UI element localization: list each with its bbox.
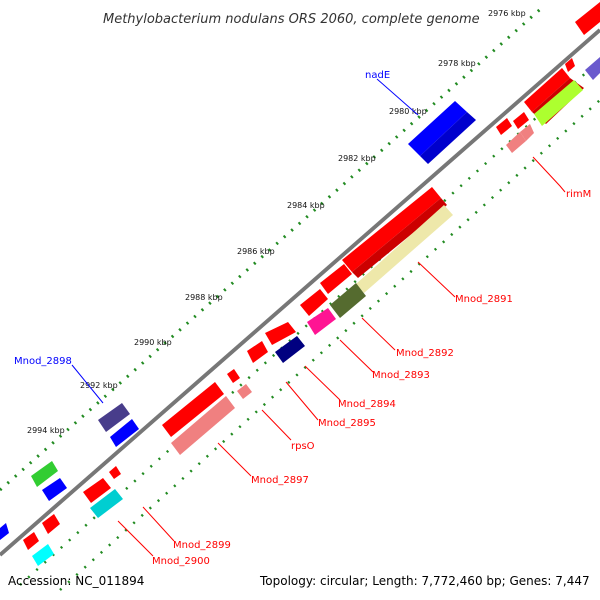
accession-text: Accession: NC_011894 — [8, 574, 145, 588]
gene-feature-mnod2897 — [162, 382, 224, 437]
leader-mnod2898 — [71, 364, 104, 404]
gene-feature — [524, 68, 570, 112]
leader-nadE — [376, 78, 419, 116]
gene-label-rpsO: rpsO — [291, 441, 315, 452]
gene-feature — [32, 544, 54, 566]
inner-dotted-line-2 — [59, 99, 600, 591]
tick-label-2988: 2988 kbp — [185, 293, 223, 302]
gene-feature — [575, 2, 600, 35]
gene-feature-mnod2892 — [330, 283, 366, 318]
tick-label-2990: 2990 kbp — [134, 338, 172, 347]
gene-label-nadE: nadE — [365, 70, 390, 81]
gene-feature — [31, 461, 58, 487]
gene-feature-mnod2899 — [83, 478, 111, 503]
tick-label-2992: 2992 kbp — [80, 381, 118, 390]
gene-label-mnod2893: Mnod_2893 — [372, 370, 430, 381]
gene-feature — [565, 58, 575, 72]
gene-feature-mnod2894 — [265, 322, 296, 345]
leader-rpsO — [261, 409, 292, 441]
gene-feature — [356, 205, 453, 293]
inner-tick-tracks — [19, 59, 600, 591]
outer-dotted-line — [0, 3, 546, 492]
gene-feature-mnod2895 — [275, 336, 305, 363]
gene-feature — [23, 532, 39, 550]
tick-label-2986: 2986 kbp — [237, 247, 275, 256]
tick-label-2980: 2980 kbp — [389, 107, 427, 116]
gene-label-rimM: rimM — [566, 189, 591, 200]
backbone-line-outer — [0, 28, 600, 557]
tick-labels: 2976 kbp 2978 kbp 2980 kbp 2982 kbp 2984… — [27, 9, 526, 435]
map-title: Methylobacterium nodulans ORS 2060, comp… — [103, 12, 480, 27]
leader-mnod2895 — [285, 381, 319, 421]
gene-feature-nadE — [408, 101, 467, 156]
gene-features — [0, 2, 600, 566]
gene-feature — [506, 132, 526, 153]
leader-lines — [71, 78, 566, 557]
gene-feature — [171, 396, 235, 455]
gene-feature-rpsO — [227, 369, 240, 383]
gene-feature-mnod2898 — [98, 403, 130, 432]
tick-label-2978: 2978 kbp — [438, 59, 476, 68]
backbone-highlight — [0, 32, 600, 559]
gene-labels: nadE rimM Mnod_2891 Mnod_2892 Mnod_2893 … — [14, 70, 591, 567]
leader-mnod2891 — [417, 261, 456, 298]
gene-label-mnod2895: Mnod_2895 — [318, 418, 376, 429]
tick-label-2984: 2984 kbp — [287, 201, 325, 210]
gene-label-mnod2899: Mnod_2899 — [173, 540, 231, 551]
gene-label-mnod2891: Mnod_2891 — [455, 294, 513, 305]
genome-stats-text: Topology: circular; Length: 7,772,460 bp… — [260, 574, 590, 588]
gene-feature — [42, 478, 67, 501]
gene-label-mnod2900: Mnod_2900 — [152, 556, 210, 567]
gene-feature-mnod2893 — [307, 308, 336, 335]
leader-mnod2897 — [217, 442, 252, 477]
gene-feature — [513, 112, 529, 129]
gene-feature — [0, 523, 9, 540]
gene-feature — [520, 124, 534, 141]
gene-feature-mnod2891 — [342, 187, 441, 272]
gene-label-mnod2894: Mnod_2894 — [338, 399, 396, 410]
leader-mnod2900 — [117, 520, 154, 557]
genome-backbone — [0, 28, 600, 559]
gene-feature-mnod2900 — [90, 489, 123, 518]
gene-feature — [420, 112, 476, 164]
gene-feature — [237, 384, 252, 399]
gene-label-mnod2892: Mnod_2892 — [396, 348, 454, 359]
leader-mnod2892 — [361, 317, 396, 351]
gene-feature — [534, 80, 583, 126]
gene-feature — [110, 419, 139, 447]
gene-feature — [352, 198, 447, 278]
gene-feature — [42, 514, 60, 534]
leader-mnod2894 — [304, 365, 341, 401]
gene-label-mnod2898: Mnod_2898 — [14, 356, 72, 367]
gene-feature — [109, 466, 121, 479]
gene-feature — [320, 264, 352, 294]
leader-mnod2899 — [142, 506, 175, 542]
gene-feature — [496, 118, 512, 135]
tick-label-2976: 2976 kbp — [488, 9, 526, 18]
outer-tick-track — [0, 3, 546, 492]
tick-label-2982: 2982 kbp — [338, 154, 376, 163]
gene-feature — [247, 341, 268, 363]
gene-feature — [300, 289, 328, 316]
gene-label-mnod2897: Mnod_2897 — [251, 475, 309, 486]
leader-mnod2893 — [339, 339, 374, 373]
gene-feature — [585, 57, 600, 80]
leader-rimM — [532, 156, 566, 193]
tick-label-2994: 2994 kbp — [27, 426, 65, 435]
